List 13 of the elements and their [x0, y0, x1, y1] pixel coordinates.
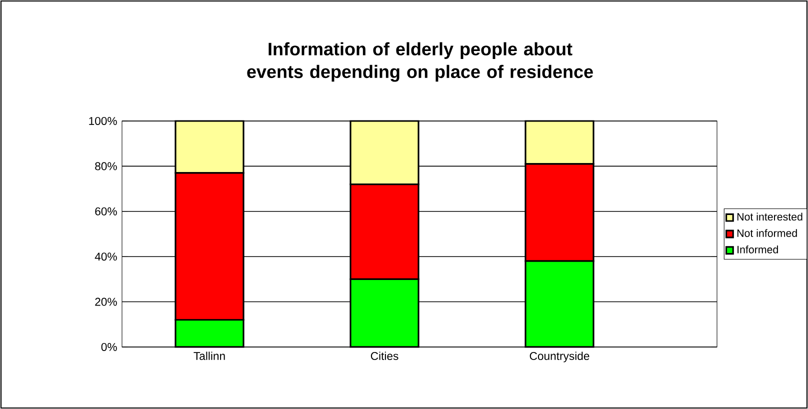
legend-label: Informed	[738, 246, 778, 254]
y-tick-label: 40%	[94, 252, 117, 261]
y-tick-label: 20%	[95, 298, 117, 306]
y-tick-label: 0%	[101, 342, 117, 351]
y-tick-label: 80%	[95, 162, 117, 170]
y-tick-label: 60%	[95, 207, 117, 216]
chart-title: Information of elderly people about events depending on place of residence	[247, 42, 593, 82]
legend-label: Not interested	[737, 212, 802, 221]
x-tick-label: Countryside	[530, 352, 590, 362]
x-tick-label: Tallinn	[194, 352, 225, 360]
legend-label: Not informed	[737, 229, 797, 237]
y-tick-label: 100%	[89, 116, 117, 125]
x-tick-label: Cities	[370, 352, 398, 360]
